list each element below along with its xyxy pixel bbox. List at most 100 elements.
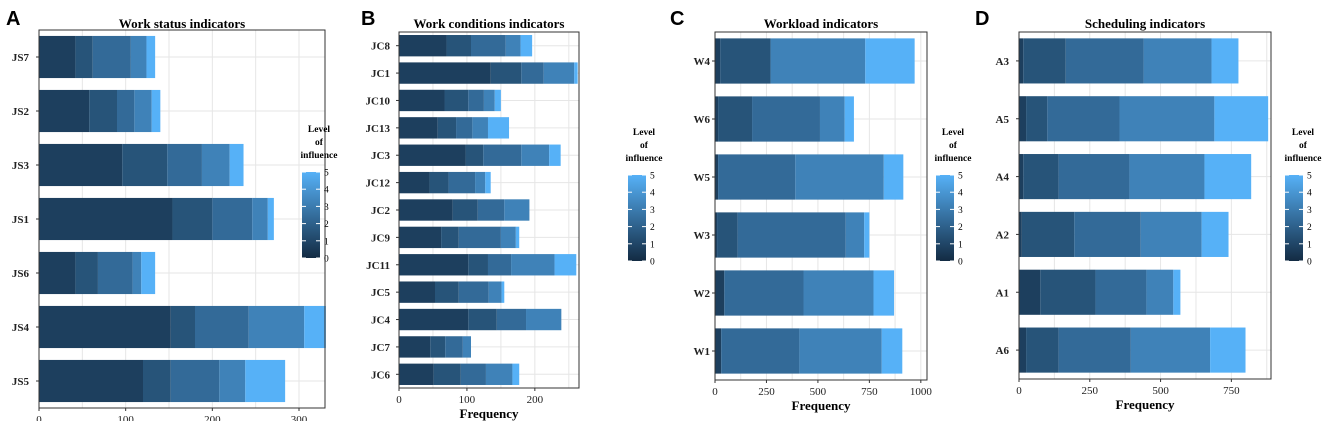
bar-segment-jc5-level-3: [458, 281, 489, 303]
legend-title-line: of: [949, 141, 958, 151]
bar-segment-jc11-level-2: [468, 254, 488, 276]
category-label: JC11: [366, 260, 390, 272]
bar-segment-jc5-level-4: [488, 281, 502, 303]
bar-segment-jc11-level-5: [554, 254, 577, 276]
legend-title-line: Level: [633, 128, 656, 138]
bar-segment-jc3-level-2: [465, 144, 484, 166]
bar-segment-w1-level-3: [721, 328, 800, 374]
legend-colorbar: [936, 175, 954, 261]
bar-segment-jc5-level-5: [501, 281, 505, 303]
x-tick-label: 200: [204, 414, 221, 421]
category-label: A1: [996, 287, 1009, 299]
legend-title-line: Level: [1292, 128, 1315, 138]
category-label: JC6: [371, 369, 390, 381]
x-tick-label: 0: [1016, 385, 1022, 397]
panel-a: A Work status indicators JS7 JS2 JS3 JS1 JS6 JS…: [6, 8, 337, 421]
panel-b: B Work conditions indicators JC8 JC1 JC10 JC1…: [361, 8, 662, 421]
bar-segment-jc10-level-4: [483, 89, 495, 112]
bar-segment-js3-level-5: [229, 143, 244, 187]
legend-tick-label: 2: [958, 223, 963, 233]
bar-segment-jc10-level-3: [468, 89, 484, 112]
bar-segment-jc9-level-3: [458, 226, 501, 249]
legend-tick-label: 0: [958, 258, 963, 268]
plot-background: [1019, 32, 1271, 379]
x-tick-label: 250: [758, 386, 775, 398]
bar-segment-jc4-level-2: [468, 308, 497, 331]
legend-tick-label: 2: [1307, 223, 1312, 233]
bar-segment-w4-level-4: [770, 38, 866, 84]
bar-segment-js4-level-2: [170, 305, 195, 349]
bar-segment-a6-level-3: [1058, 327, 1131, 373]
category-label: JC13: [366, 123, 391, 135]
bar-segment-jc12-level-3: [448, 171, 476, 194]
bar-segment-a1-level-3: [1095, 269, 1147, 315]
bar-segment-w6-level-3: [752, 96, 820, 142]
category-label: W2: [694, 288, 711, 300]
bar-segment-a3-level-1: [1019, 38, 1024, 84]
bar-segment-jc10-level-2: [444, 89, 469, 112]
bar-segment-js6-level-4: [132, 251, 142, 295]
category-label: JS2: [12, 106, 30, 118]
category-label: JS5: [12, 376, 30, 388]
bar-segment-jc13-level-5: [487, 117, 510, 139]
bar-segment-js2-level-5: [151, 89, 161, 133]
bar-segment-w6-level-5: [844, 96, 854, 142]
bar-segment-a5-level-1: [1019, 96, 1027, 142]
bar-segment-a1-level-1: [1019, 269, 1041, 315]
legend-tick-label: 1: [650, 240, 655, 250]
bar-segment-w1-level-4: [799, 328, 882, 374]
category-label: JC2: [371, 205, 390, 217]
bar-segment-a6-level-4: [1130, 327, 1211, 373]
bar-segment-a2-level-3: [1074, 211, 1141, 257]
legend-colorbar: [628, 175, 646, 261]
bar-segment-js7-level-4: [130, 35, 147, 79]
legend-title-line: Level: [308, 125, 331, 135]
bar-segment-jc11-level-3: [487, 254, 512, 276]
bar-segment-jc13-level-3: [456, 117, 473, 139]
panel-letter: C: [670, 8, 684, 30]
bar-segment-js5-level-4: [219, 359, 246, 403]
bar-segment-js1-level-3: [212, 197, 253, 241]
plot-frame: [1018, 31, 1272, 380]
bar-segment-jc7-level-2: [430, 336, 446, 358]
bar-segment-jc7-level-1: [399, 336, 431, 358]
legend-title-line: influence: [1285, 154, 1322, 164]
legend-tick-label: 5: [324, 169, 329, 179]
bar-segment-w4-level-1: [715, 38, 721, 84]
bar-segment-js1-level-1: [39, 197, 173, 241]
legend-tick-label: 4: [324, 186, 329, 196]
bar-segment-jc6-level-1: [399, 363, 434, 385]
bar-segment-jc8-level-3: [471, 35, 506, 57]
legend-title-line: influence: [626, 154, 663, 164]
bar-segment-jc7-level-4: [462, 336, 471, 358]
x-tick-label: 200: [527, 394, 544, 406]
category-label: JC10: [366, 95, 391, 107]
bar-segment-w3-level-2: [717, 212, 738, 258]
bar-segment-jc1-level-4: [543, 62, 575, 84]
legend: Level of influence 5 4 3 2 1 0: [935, 128, 972, 268]
bar-segment-a1-level-5: [1173, 269, 1181, 315]
bar-segment-jc13-level-2: [437, 117, 457, 139]
legend-tick-label: 5: [958, 172, 963, 182]
category-label: W1: [694, 346, 711, 358]
bar-segment-w1-level-5: [881, 328, 903, 374]
bar-segment-js4-level-1: [39, 305, 171, 349]
bar-segment-jc8-level-5: [520, 35, 533, 57]
bar-segment-a6-level-5: [1210, 327, 1246, 373]
bar-segment-w2-level-3: [724, 270, 804, 316]
bar-segment-jc3-level-3: [483, 144, 522, 166]
bar-segment-jc6-level-4: [485, 363, 513, 385]
category-label: W4: [694, 56, 711, 68]
bar-segment-jc1-level-5: [574, 62, 578, 84]
bar-segment-w5-level-4: [795, 154, 884, 200]
bar-segment-js2-level-1: [39, 89, 90, 133]
legend-tick-label: 4: [958, 189, 963, 199]
bar-segment-w5-level-3: [718, 154, 796, 200]
bar-segment-a2-level-5: [1201, 211, 1229, 257]
bar-segment-w6-level-1: [715, 96, 719, 142]
bar-segment-a4-level-5: [1204, 154, 1252, 200]
bar-segment-jc1-level-3: [521, 62, 544, 84]
